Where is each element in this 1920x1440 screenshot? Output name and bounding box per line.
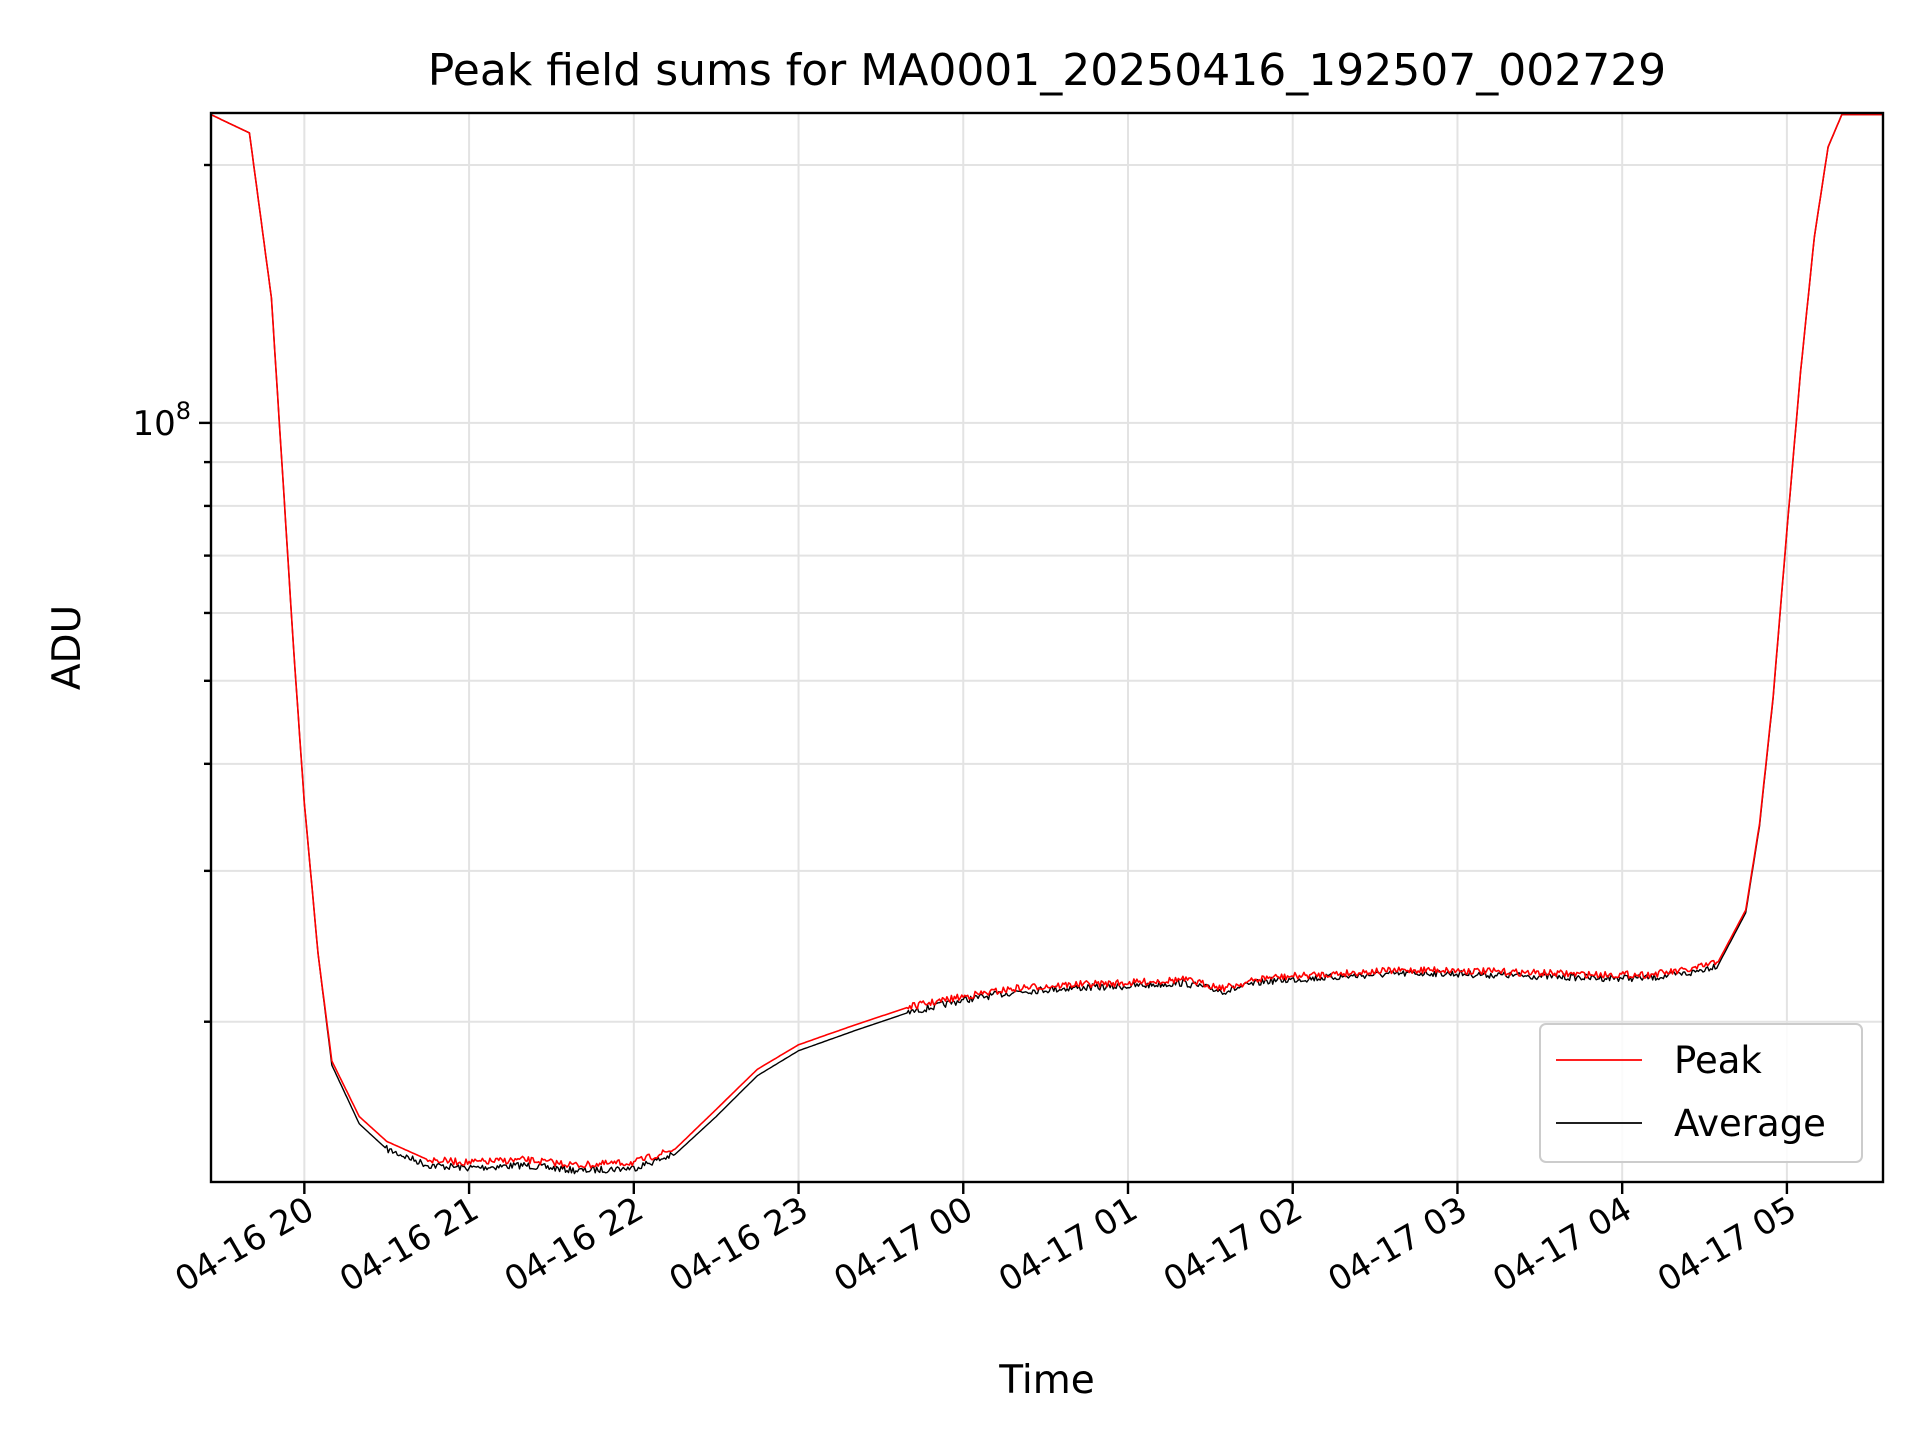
plot-frame xyxy=(209,111,1885,1184)
y-tick-label: 108 xyxy=(132,397,191,444)
legend-label-average: Average xyxy=(1674,1102,1826,1145)
legend-label-peak: Peak xyxy=(1674,1039,1762,1082)
y-axis-ticks: 108 xyxy=(132,163,211,1023)
series-line-peak xyxy=(210,113,1883,1169)
y-axis-label: ADU xyxy=(45,605,90,690)
grid xyxy=(211,113,1883,1182)
series-line-average xyxy=(210,113,1883,1175)
chart-title: Peak field sums for MA0001_20250416_1925… xyxy=(428,45,1666,96)
x-axis-label: Time xyxy=(998,1358,1094,1403)
legend-box xyxy=(1539,1023,1863,1163)
legend: Peak Average xyxy=(1539,1023,1863,1163)
series-layer xyxy=(210,113,1883,1175)
